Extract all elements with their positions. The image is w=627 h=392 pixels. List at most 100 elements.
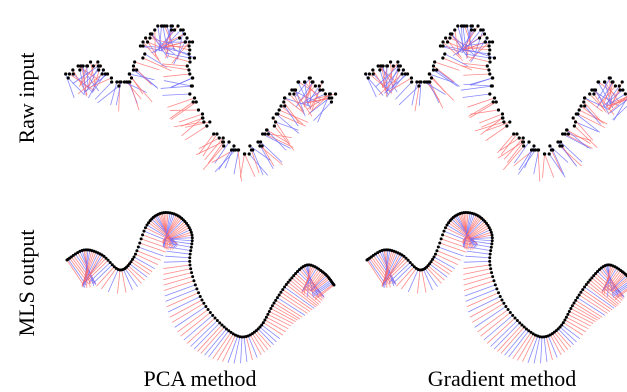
normal-vector (307, 93, 331, 115)
sample-point (333, 92, 338, 96)
sample-point (453, 28, 457, 32)
sample-point (465, 24, 469, 28)
sample-point (328, 92, 332, 96)
normal-vector (301, 89, 324, 105)
normal-vector (313, 282, 333, 297)
normal-vector (307, 97, 332, 104)
normal-vector (142, 57, 172, 72)
normal-vector (467, 296, 501, 313)
normal-vector (165, 288, 198, 302)
normal-vector (463, 268, 491, 275)
normal-vector (86, 65, 100, 92)
normal-vector (506, 141, 524, 163)
sample-point (583, 285, 587, 289)
normal-vector (432, 259, 453, 273)
normal-vector (165, 43, 190, 51)
normal-vector (286, 284, 317, 308)
normal-vector (144, 53, 167, 68)
sample-point (532, 144, 536, 148)
sample-point (366, 76, 370, 80)
normal-vector (500, 326, 525, 354)
normal-vector (126, 81, 142, 100)
normal-vector (464, 45, 490, 50)
sample-point (266, 132, 270, 136)
normal-vector (597, 81, 614, 109)
normal-vector (272, 305, 298, 321)
curve-group (65, 211, 336, 364)
sample-point (196, 108, 201, 112)
sample-point (548, 144, 552, 148)
normal-vector (497, 324, 523, 352)
sample-point (504, 304, 508, 308)
sample-point (150, 32, 154, 36)
sample-point (145, 40, 150, 44)
normal-vector (574, 125, 598, 148)
normal-vector (165, 221, 186, 240)
sample-point (447, 221, 451, 225)
sample-point (367, 72, 372, 76)
normal-vector (314, 284, 335, 300)
sample-point (577, 293, 581, 297)
normal-vector (92, 264, 113, 285)
sample-point (215, 132, 219, 136)
normal-vector (578, 294, 608, 314)
sample-point (488, 60, 492, 64)
normal-vector (595, 89, 610, 115)
normal-vector (138, 246, 164, 257)
sample-point (67, 72, 72, 76)
sample-point (85, 64, 89, 68)
sample-point (442, 229, 446, 233)
normal-vector (163, 280, 195, 291)
normal-vector (610, 275, 627, 292)
sample-point (429, 260, 433, 264)
sample-point (66, 76, 70, 80)
sample-point (490, 233, 494, 237)
sample-point (373, 252, 377, 256)
normal-vector (542, 153, 545, 178)
normal-vector (454, 29, 460, 56)
normal-vector (613, 96, 627, 103)
sample-point (491, 100, 495, 104)
sample-point (293, 88, 298, 92)
sample-point (558, 140, 563, 144)
sample-point (513, 316, 517, 320)
normal-vector (485, 121, 510, 132)
sample-point (577, 108, 581, 112)
normal-vector (132, 259, 153, 273)
normal-vector (465, 288, 498, 302)
normal-vector (469, 240, 492, 245)
normal-vector (543, 336, 548, 363)
normal-vector (609, 99, 627, 114)
normal-vector (584, 105, 602, 125)
sample-point (563, 132, 567, 136)
normal-vector (508, 330, 530, 358)
sample-point (110, 263, 114, 267)
sample-point (227, 140, 231, 144)
normal-vector (160, 85, 193, 89)
sample-point (620, 80, 624, 84)
sample-point (584, 283, 588, 287)
normal-vector (151, 218, 178, 245)
normal-vector (266, 129, 291, 145)
sample-point (227, 329, 231, 333)
sample-point (187, 52, 191, 56)
sample-point (202, 120, 206, 124)
sample-point (100, 72, 104, 76)
normal-vector (429, 263, 448, 278)
sample-point (294, 272, 298, 276)
sample-point (188, 92, 192, 96)
sample-point (329, 100, 334, 104)
normal-vector (247, 335, 258, 358)
normal-vector (170, 77, 193, 88)
sample-point (190, 242, 194, 246)
sample-point (133, 60, 137, 64)
sample-point (410, 263, 414, 267)
sample-point (487, 44, 491, 48)
sample-point (515, 132, 519, 136)
sample-point (190, 233, 194, 237)
sample-point (396, 60, 400, 64)
normal-vector (572, 305, 598, 321)
sample-point (283, 285, 287, 289)
sample-point (187, 68, 191, 72)
